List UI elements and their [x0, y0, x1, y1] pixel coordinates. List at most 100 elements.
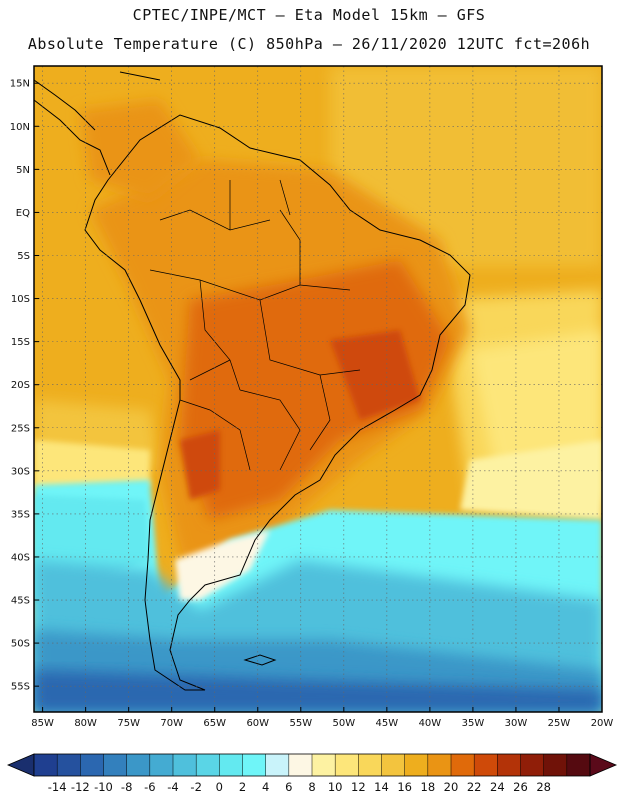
colorbar-label: 26: [513, 780, 528, 794]
map-title-line2: Absolute Temperature (C) 850hPa – 26/11/…: [27, 35, 591, 53]
colorbar-swatch: [543, 754, 568, 776]
axis-ticks: [34, 82, 603, 712]
central-america-coastline: [34, 79, 111, 176]
lat-tick-label: 10N: [10, 122, 30, 133]
lon-tick-label: 35W: [462, 718, 485, 729]
colorbar-swatch: [497, 754, 521, 776]
colorbar-swatch: [335, 754, 359, 776]
cuba-hint: [119, 71, 161, 81]
lat-tick-label: 25S: [11, 423, 30, 434]
lat-tick-label: 35S: [11, 509, 30, 520]
colorbar-swatch: [427, 754, 452, 776]
lon-tick-label: 70W: [160, 718, 183, 729]
coastlines: [34, 71, 471, 691]
field-hot-core-se: [330, 330, 420, 420]
graticule: [34, 66, 603, 712]
colorbar-label: -14: [48, 780, 67, 794]
colorbar-label: -4: [167, 780, 178, 794]
lon-tick-label: 25W: [548, 718, 571, 729]
colorbar-swatch: [149, 754, 174, 776]
political-borders: [149, 179, 361, 471]
colorbar: [6, 753, 618, 777]
lat-tick-label: 45S: [11, 596, 30, 607]
colorbar-swatch: [358, 754, 382, 776]
colorbar-label: 4: [262, 780, 269, 794]
lat-tick-label: 30S: [11, 466, 30, 477]
field-continent-hot: [180, 260, 450, 520]
colorbar-swatch: [126, 754, 151, 776]
colorbar-swatch: [173, 754, 197, 776]
colorbar-label: 24: [490, 780, 505, 794]
colorbar-label: 16: [397, 780, 412, 794]
map-frame: [33, 65, 603, 713]
colorbar-swatch: [265, 754, 290, 776]
colorbar-label: 2: [239, 780, 246, 794]
colorbar-swatch: [474, 754, 498, 776]
colorbar-label: 20: [444, 780, 459, 794]
lon-tick-label: 80W: [74, 718, 97, 729]
colorbar-swatch: [312, 754, 336, 776]
colorbar-label: -2: [190, 780, 201, 794]
falklands: [243, 654, 277, 666]
colorbar-label: 8: [308, 780, 315, 794]
colorbar-label: 22: [467, 780, 482, 794]
field-band-10: [460, 440, 602, 520]
lon-tick-label: 65W: [203, 718, 226, 729]
colorbar-swatch: [404, 754, 429, 776]
field-cold-deepest: [34, 670, 602, 712]
lon-tick-label: 45W: [376, 718, 399, 729]
lat-tick-label: 5N: [16, 165, 30, 176]
field-pacific-band: [34, 440, 150, 490]
colorbar-label: -8: [121, 780, 132, 794]
colorbar-swatch: [381, 754, 405, 776]
colorbar-swatch: [451, 754, 475, 776]
lon-tick-label: 55W: [289, 718, 312, 729]
lon-tick-label: 40W: [419, 718, 442, 729]
map-title-line1: CPTEC/INPE/MCT – Eta Model 15km – GFS: [132, 6, 486, 24]
lon-tick-label: 20W: [591, 718, 614, 729]
colorbar-swatch: [196, 754, 220, 776]
colorbar-label: 18: [421, 780, 436, 794]
lat-tick-label: EQ: [16, 208, 30, 219]
south-america-coastline: [84, 114, 471, 691]
colorbar-swatch: [57, 754, 81, 776]
colorbar-swatch: [520, 754, 544, 776]
colorbar-swatch: [34, 754, 58, 776]
colorbar-swatch: [103, 754, 127, 776]
lon-tick-label: 30W: [505, 718, 528, 729]
colorbar-under-arrow: [6, 753, 35, 777]
colorbar-labels: -14 -12 -10 -8 -6 -4 -2 0 2 4 6 8 10 12 14 16 18 20 22 24 26…: [48, 780, 551, 794]
colorbar-swatch: [242, 754, 266, 776]
field-hot-core-arg: [180, 430, 220, 500]
colorbar-label: 10: [328, 780, 343, 794]
longitude-labels: 85W 80W 75W 70W 65W 60W 55W 50W 45W 40W 35W 30W 25W 2…: [31, 718, 613, 729]
lon-tick-label: 60W: [246, 718, 269, 729]
colorbar-swatch: [219, 754, 243, 776]
lat-tick-label: 15N: [10, 79, 30, 90]
colorbar-swatch: [80, 754, 104, 776]
lat-tick-label: 5S: [17, 251, 30, 262]
colorbar-swatch: [566, 754, 591, 776]
lat-tick-label: 10S: [11, 294, 30, 305]
colorbar-label: -6: [144, 780, 155, 794]
lat-tick-label: 40S: [11, 552, 30, 563]
colorbar-label: -12: [71, 780, 90, 794]
colorbar-label: 14: [374, 780, 389, 794]
lat-tick-label: 15S: [11, 337, 30, 348]
colorbar-swatch: [288, 754, 313, 776]
latitude-labels: 15N 10N 5N EQ 5S 10S 15S 20S 25S 30S 35S 40S 45S 50S 5…: [10, 79, 30, 693]
colorbar-label: 28: [536, 780, 551, 794]
lon-tick-label: 75W: [117, 718, 140, 729]
lon-tick-label: 85W: [31, 718, 54, 729]
lat-tick-label: 50S: [11, 639, 30, 650]
colorbar-over-arrow: [589, 753, 618, 777]
temperature-field: [34, 66, 602, 712]
colorbar-label: -10: [94, 780, 113, 794]
colorbar-label: 0: [216, 780, 223, 794]
lon-tick-label: 50W: [333, 718, 356, 729]
colorbar-label: 12: [351, 780, 366, 794]
colorbar-label: 6: [285, 780, 292, 794]
lat-tick-label: 20S: [11, 380, 30, 391]
field-patagonia-band: [175, 530, 270, 600]
